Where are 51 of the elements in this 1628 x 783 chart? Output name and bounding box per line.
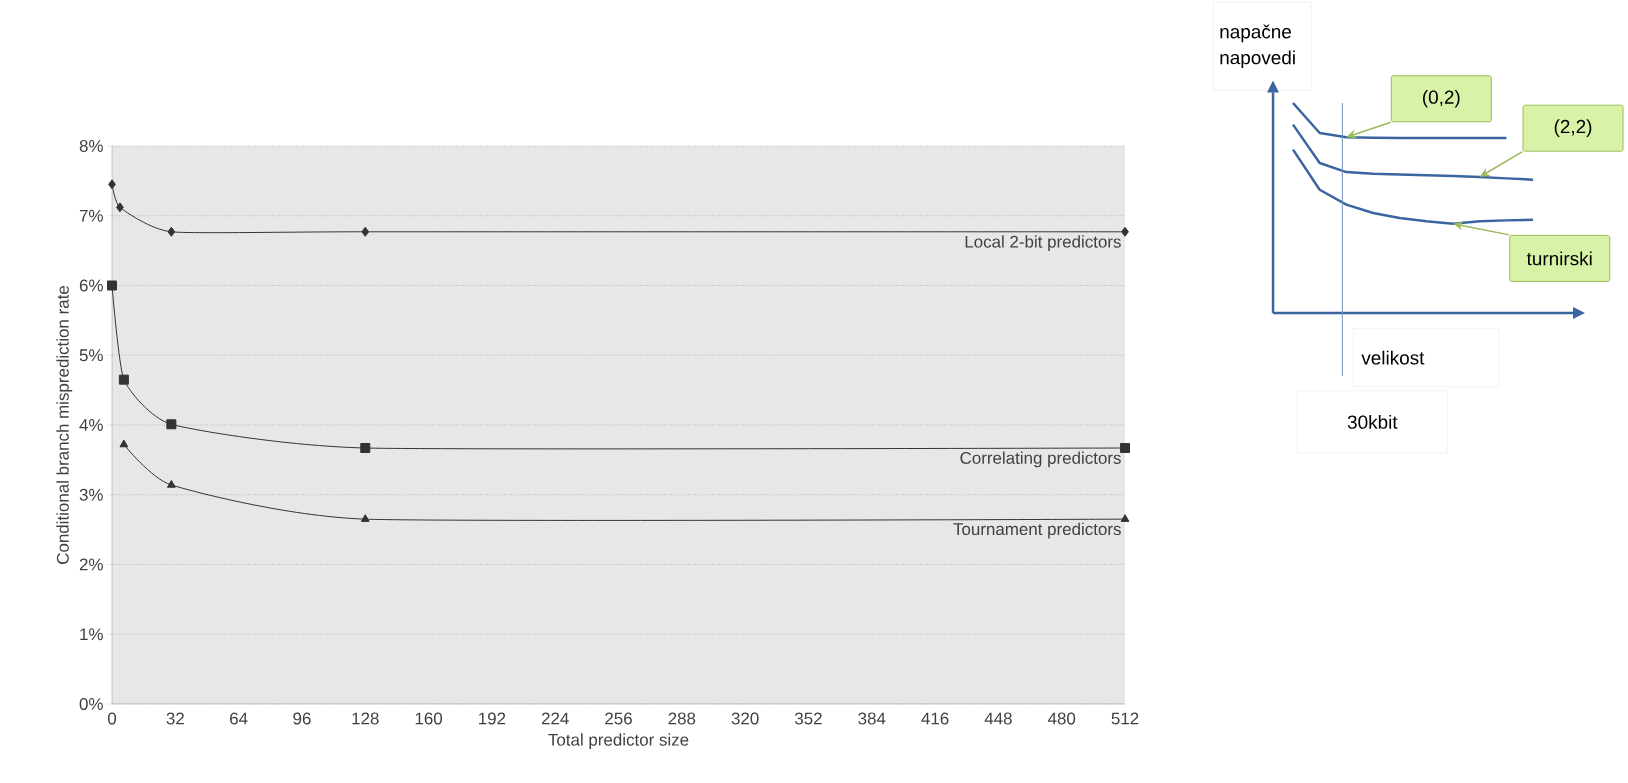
point [166,419,177,430]
series-label: turnirski [1526,251,1592,266]
x-tick-label: 192 [479,712,506,725]
x-tick-label: 288 [668,712,696,725]
x-tick-label: 160 [415,712,443,725]
y-tick-label: 3% [79,488,103,501]
y-tick-label: 2% [79,558,103,571]
point [167,226,176,237]
x-tick-label: 448 [984,712,1012,725]
x-axis-title: Total predictor size [548,733,689,750]
x-tick-label: 320 [731,712,759,725]
x-tick-label: 0 [107,712,117,725]
x-tick-label: 352 [794,712,822,725]
point [1120,514,1130,522]
x-tick-label: 128 [352,712,379,725]
y-tick-label: 7% [79,209,103,222]
point [1120,443,1131,453]
series-label: Tournament predictors [953,522,1121,539]
x-tick-label: 32 [166,712,184,725]
x-tick-label: 64 [230,712,248,725]
y-tick-label: 4% [79,419,103,431]
series-label: Correlating predictors [960,451,1121,468]
text: (2,2) [1554,119,1592,137]
point [116,202,124,213]
y-tick-label: 6% [79,279,103,292]
point [108,179,116,190]
y-axis-title: Conditional branch misprediction rate [56,286,73,564]
point [118,374,129,385]
y-tick-label: 8% [79,139,103,152]
y-tick-label: 1% [80,628,103,641]
series-label: Local 2-bit predictors [965,235,1121,252]
x-tick-label: 512 [1111,712,1139,725]
y-tick-label: 5% [79,349,103,362]
x-tick-label: 224 [541,712,569,725]
y-axis-title: napačne napovedi [1220,24,1295,69]
point [360,514,370,522]
x-tick-label: 416 [921,712,949,725]
text: 30kbit [1347,414,1398,429]
point [107,280,118,291]
point [119,439,129,448]
series-label: (0,2) [1423,89,1460,108]
x-tick-label: 480 [1047,712,1076,725]
point [1121,226,1129,237]
point [361,226,370,237]
x-axis-title: velikost [1361,350,1425,365]
point [360,443,371,453]
point [166,479,176,488]
y-tick-label: 0% [79,697,103,710]
x-tick-label: 256 [605,712,632,725]
x-tick-label: 384 [858,712,886,725]
x-tick-label: 96 [293,712,311,725]
